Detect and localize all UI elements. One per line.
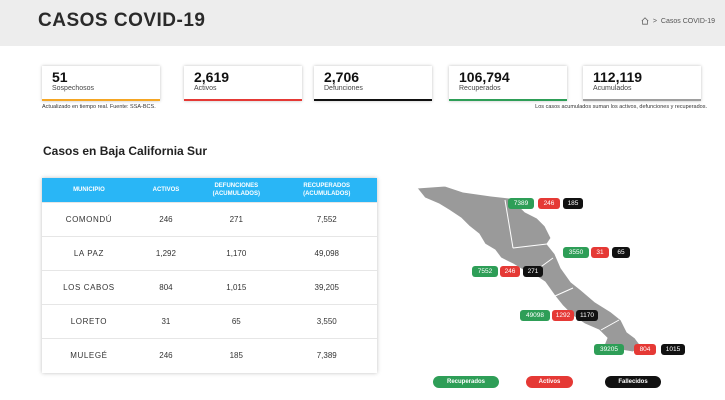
card-label: Activos xyxy=(194,85,217,92)
breadcrumb-current: Casos COVID-19 xyxy=(660,17,715,25)
loscabos-fallecidos-badge: 1015 xyxy=(661,344,685,355)
header-recuperados-sub: (ACUMULADOS) xyxy=(303,190,351,197)
card-acumulados: 112,119 Acumulados xyxy=(583,66,701,101)
card-defunciones: 2,706 Defunciones xyxy=(314,66,432,101)
cell-municipio: LOS CABOS xyxy=(42,269,136,304)
lapaz-activos-badge: 1292 xyxy=(552,310,574,321)
table-header-row: MUNICIPIO ACTIVOS DEFUNCIONES (ACUMULADO… xyxy=(42,178,377,202)
breadcrumb-separator: > xyxy=(652,17,657,25)
mulege-fallecidos-badge: 185 xyxy=(563,198,583,209)
header-defunciones-label: DEFUNCIONES xyxy=(214,182,259,189)
comondu-fallecidos-badge: 271 xyxy=(523,266,543,277)
cell-defunciones: 1,015 xyxy=(196,269,277,304)
home-icon[interactable] xyxy=(641,17,649,25)
table-row: COMONDÚ 246 271 7,552 xyxy=(42,201,377,236)
cell-recuperados: 49,098 xyxy=(276,235,377,270)
cell-defunciones: 1,170 xyxy=(196,235,277,270)
card-sospechosos: 51 Sospechosos xyxy=(42,66,160,101)
cell-activos: 804 xyxy=(135,269,197,304)
cell-activos: 1,292 xyxy=(135,235,197,270)
legend-fallecidos: Fallecidos xyxy=(605,376,661,388)
cell-recuperados: 7,389 xyxy=(276,337,377,372)
card-label: Sospechosos xyxy=(52,85,95,92)
section-title: Casos en Baja California Sur xyxy=(43,144,208,158)
header-defunciones-sub: (ACUMULADOS) xyxy=(212,190,260,197)
table-row: MULEGÉ 246 185 7,389 xyxy=(42,337,377,372)
header-recuperados: RECUPERADOS (ACUMULADOS) xyxy=(276,178,377,202)
table-row: LORETO 31 65 3,550 xyxy=(42,303,377,338)
lapaz-recuperados-badge: 49098 xyxy=(520,310,550,321)
cases-table: MUNICIPIO ACTIVOS DEFUNCIONES (ACUMULADO… xyxy=(42,178,377,373)
card-accent-bar xyxy=(449,99,567,101)
comondu-activos-badge: 246 xyxy=(500,266,520,277)
card-value: 2,619 xyxy=(194,69,230,85)
card-label: Defunciones xyxy=(324,85,363,92)
comondu-recuperados-badge: 7552 xyxy=(472,266,498,277)
cell-activos: 246 xyxy=(135,337,197,372)
card-accent-bar xyxy=(42,99,160,101)
header-recuperados-label: RECUPERADOS xyxy=(303,182,351,189)
cell-municipio: LORETO xyxy=(42,303,136,338)
cell-municipio: COMONDÚ xyxy=(42,201,136,236)
card-value: 2,706 xyxy=(324,69,360,85)
bcs-map: 7389 246 185 3550 31 65 7552 246 271 490… xyxy=(405,178,705,368)
card-activos: 2,619 Activos xyxy=(184,66,302,101)
lapaz-fallecidos-badge: 1170 xyxy=(576,310,598,321)
update-note: Actualizado en tiempo real. Fuente: SSA-… xyxy=(42,104,156,110)
summary-cards: 51 Sospechosos 2,619 Activos 2,706 Defun… xyxy=(42,66,706,102)
cell-recuperados: 39,205 xyxy=(276,269,377,304)
page-header: CASOS COVID-19 > Casos COVID-19 xyxy=(0,0,725,46)
cell-recuperados: 3,550 xyxy=(276,303,377,338)
card-accent-bar xyxy=(314,99,432,101)
card-value: 51 xyxy=(52,69,68,85)
header-activos: ACTIVOS xyxy=(135,178,197,202)
cell-municipio: MULEGÉ xyxy=(42,337,136,372)
loscabos-recuperados-badge: 39205 xyxy=(594,344,624,355)
header-municipio: MUNICIPIO xyxy=(42,178,136,202)
loreto-activos-badge: 31 xyxy=(591,247,609,258)
mulege-recuperados-badge: 7389 xyxy=(508,198,534,209)
card-value: 112,119 xyxy=(593,69,643,85)
accumulated-note: Los casos acumulados suman los activos, … xyxy=(535,104,707,110)
table-row: LA PAZ 1,292 1,170 49,098 xyxy=(42,235,377,270)
card-value: 106,794 xyxy=(459,69,510,85)
loscabos-activos-badge: 804 xyxy=(634,344,656,355)
cell-defunciones: 65 xyxy=(196,303,277,338)
cell-municipio: LA PAZ xyxy=(42,235,136,270)
breadcrumb: > Casos COVID-19 xyxy=(641,17,715,25)
cell-activos: 31 xyxy=(135,303,197,338)
loreto-recuperados-badge: 3550 xyxy=(563,247,589,258)
mulege-activos-badge: 246 xyxy=(538,198,560,209)
page-title: CASOS COVID-19 xyxy=(38,10,206,31)
card-label: Acumulados xyxy=(593,85,632,92)
cell-defunciones: 185 xyxy=(196,337,277,372)
card-accent-bar xyxy=(184,99,302,101)
loreto-fallecidos-badge: 65 xyxy=(612,247,630,258)
legend-recuperados: Recuperados xyxy=(433,376,499,388)
card-label: Recuperados xyxy=(459,85,501,92)
card-accent-bar xyxy=(583,99,701,101)
cell-recuperados: 7,552 xyxy=(276,201,377,236)
cell-defunciones: 271 xyxy=(196,201,277,236)
card-recuperados: 106,794 Recuperados xyxy=(449,66,567,101)
cell-activos: 246 xyxy=(135,201,197,236)
header-defunciones: DEFUNCIONES (ACUMULADOS) xyxy=(196,178,277,202)
legend-activos: Activos xyxy=(526,376,573,388)
table-row: LOS CABOS 804 1,015 39,205 xyxy=(42,269,377,304)
